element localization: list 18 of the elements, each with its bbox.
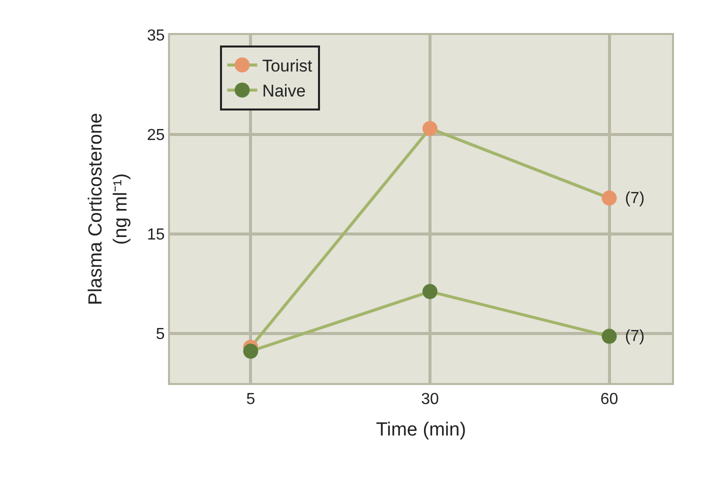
y-tick-label: 15 (147, 226, 165, 244)
legend-label: Tourist (262, 56, 313, 76)
point (602, 328, 617, 344)
point (602, 190, 617, 206)
point (422, 120, 438, 136)
x-tick-label: 60 (600, 391, 618, 408)
y-axis-title: Plasma Corticosterone (ng ml⁻¹) (86, 112, 132, 306)
x-tick-label: 30 (421, 391, 439, 408)
y-tick-label: 25 (147, 127, 165, 144)
x-tick-label: 5 (246, 391, 256, 408)
annotation: (7) (625, 190, 645, 207)
point (243, 344, 258, 359)
point (422, 284, 438, 300)
y-tick-label: 5 (156, 326, 165, 343)
annotation: (7) (625, 328, 645, 345)
y-tick-label: 35 (147, 28, 165, 45)
legend-label: Naive (262, 82, 306, 101)
x-axis-title: Time (min) (376, 420, 466, 440)
